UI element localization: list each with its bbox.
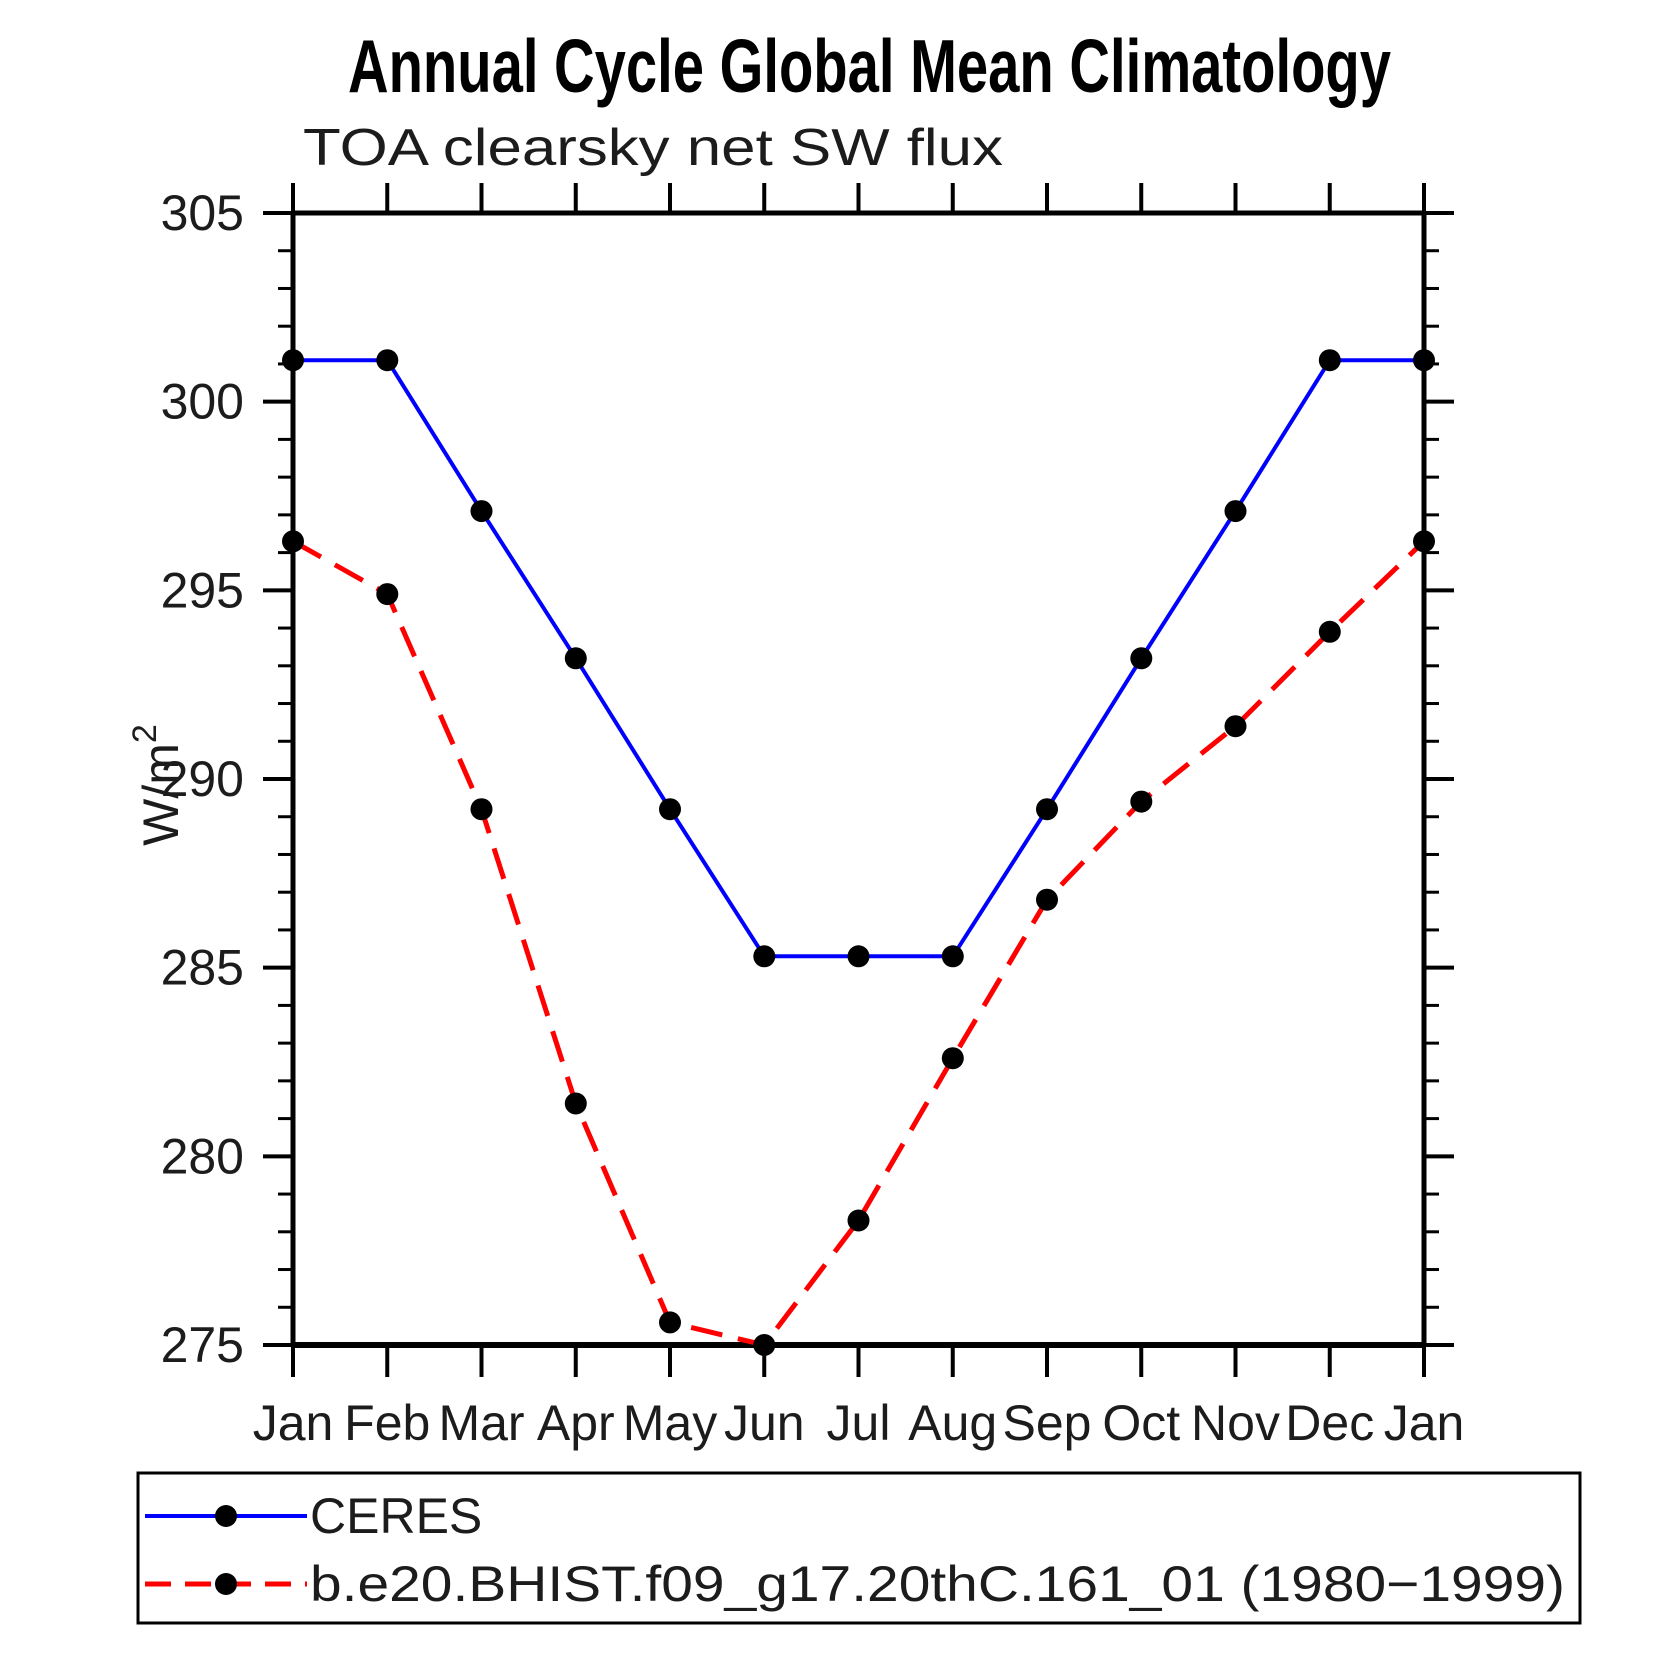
data-point-marker [470,798,493,821]
legend-box [136,1471,1582,1625]
data-point-marker [1413,349,1435,372]
data-point-marker [564,1092,587,1115]
data-point-marker [941,945,964,968]
x-tick-label: Jun [724,1395,805,1451]
series-model [282,530,1435,1356]
x-axis-tick-labels: Jan Feb Mar Apr May Jun Jul Aug Sep Oct Nov Dec Jan [253,1395,1465,1451]
data-point-marker [282,530,304,553]
x-tick-label: Aug [908,1395,997,1451]
data-point-marker [376,583,399,606]
y-tick-label: 290 [161,751,244,807]
data-point-marker [1130,647,1153,670]
data-point-marker [564,647,587,670]
x-tick-label: Oct [1102,1395,1180,1451]
y-tick-label: 280 [161,1128,244,1184]
x-tick-label: Jan [1384,1395,1465,1451]
data-point-marker [941,1047,964,1070]
legend-marker-model [215,1573,237,1595]
x-tick-label: Mar [438,1395,524,1451]
y-axis-label: W/m2 [126,724,189,846]
data-point-marker [1036,798,1058,821]
y-tick-label: 305 [161,185,244,241]
x-tick-label: Nov [1191,1395,1280,1451]
x-tick-label: Sep [1003,1395,1092,1451]
legend: CERES b.e20.BHIST.f09_g17.20thC.161_01 (… [136,1471,1582,1625]
y-tick-label: 300 [161,374,244,430]
data-point-marker [1224,500,1247,523]
x-tick-label: Dec [1285,1395,1374,1451]
data-point-marker [376,349,399,372]
y-tick-label: 275 [161,1317,244,1373]
x-tick-label: Apr [537,1395,615,1451]
legend-label-model: b.e20.BHIST.f09_g17.20thC.161_01 (1980−1… [310,1556,1565,1612]
data-point-marker [847,1209,870,1232]
data-point-marker [659,1311,681,1334]
data-point-marker [659,798,681,821]
data-point-marker [1318,620,1341,643]
data-point-marker [1036,888,1058,911]
chart-subtitle: TOA clearsky net SW flux [303,119,1003,177]
data-series [282,349,1435,1356]
data-point-marker [1413,530,1435,553]
data-point-marker [470,500,493,523]
data-point-marker [753,945,776,968]
data-point-marker [847,945,870,968]
x-axis-ticks [291,183,1426,1377]
data-point-marker [1318,349,1341,372]
x-tick-label: Jul [827,1395,891,1451]
x-tick-label: Feb [344,1395,430,1451]
data-point-marker [282,349,304,372]
y-tick-label: 295 [161,562,244,618]
chart-title: Annual Cycle Global Mean Climatology [348,24,1391,108]
legend-label-ceres: CERES [310,1488,482,1544]
x-tick-label: Jan [253,1395,334,1451]
data-point-marker [1130,790,1153,813]
data-point-marker [1224,715,1247,738]
series-ceres [282,349,1435,968]
x-tick-label: May [623,1395,717,1451]
y-axis-tick-labels: 275 280 285 290 295 300 305 [161,185,244,1373]
y-axis-ticks [263,211,1454,1347]
y-tick-label: 285 [161,940,244,996]
data-point-marker [753,1334,776,1356]
legend-marker-ceres [215,1505,237,1527]
